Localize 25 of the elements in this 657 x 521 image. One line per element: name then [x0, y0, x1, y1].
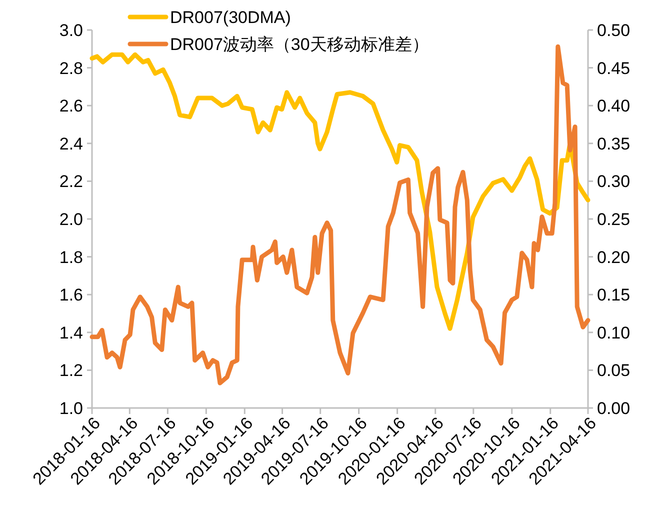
y-tick-label: 2.6: [59, 96, 83, 116]
y2-tick-label: 0.20: [597, 248, 630, 267]
y-tick-label: 1.4: [59, 323, 83, 342]
y-tick-label: 2.8: [59, 58, 83, 78]
y2-tick-label: 0.10: [597, 323, 630, 342]
y-tick-label: 3.0: [59, 20, 83, 40]
y2-tick-label: 0.05: [597, 361, 630, 380]
y2-tick-label: 0.45: [597, 58, 630, 78]
y-tick-label: 1.6: [59, 286, 83, 305]
legend-label: DR007波动率（30天移动标准差）: [170, 34, 429, 54]
y-tick-label: 1.2: [59, 361, 83, 380]
y2-tick-label: 0.35: [597, 134, 630, 154]
y-tick-label: 1.8: [59, 248, 83, 267]
y2-tick-label: 0.50: [597, 20, 630, 40]
y-tick-label: 1.0: [59, 398, 83, 418]
y-tick-label: 2.4: [59, 134, 83, 154]
legend-label: DR007(30DMA): [170, 8, 291, 27]
y2-tick-label: 0.40: [597, 96, 630, 116]
y2-tick-label: 0.30: [597, 172, 630, 192]
line-series: [90, 52, 590, 331]
y-tick-label: 2.0: [59, 210, 83, 229]
y2-tick-label: 0.25: [597, 210, 630, 229]
y-tick-label: 2.2: [59, 172, 83, 192]
y2-tick-label: 0.00: [597, 398, 630, 418]
y2-tick-label: 0.15: [597, 286, 630, 305]
